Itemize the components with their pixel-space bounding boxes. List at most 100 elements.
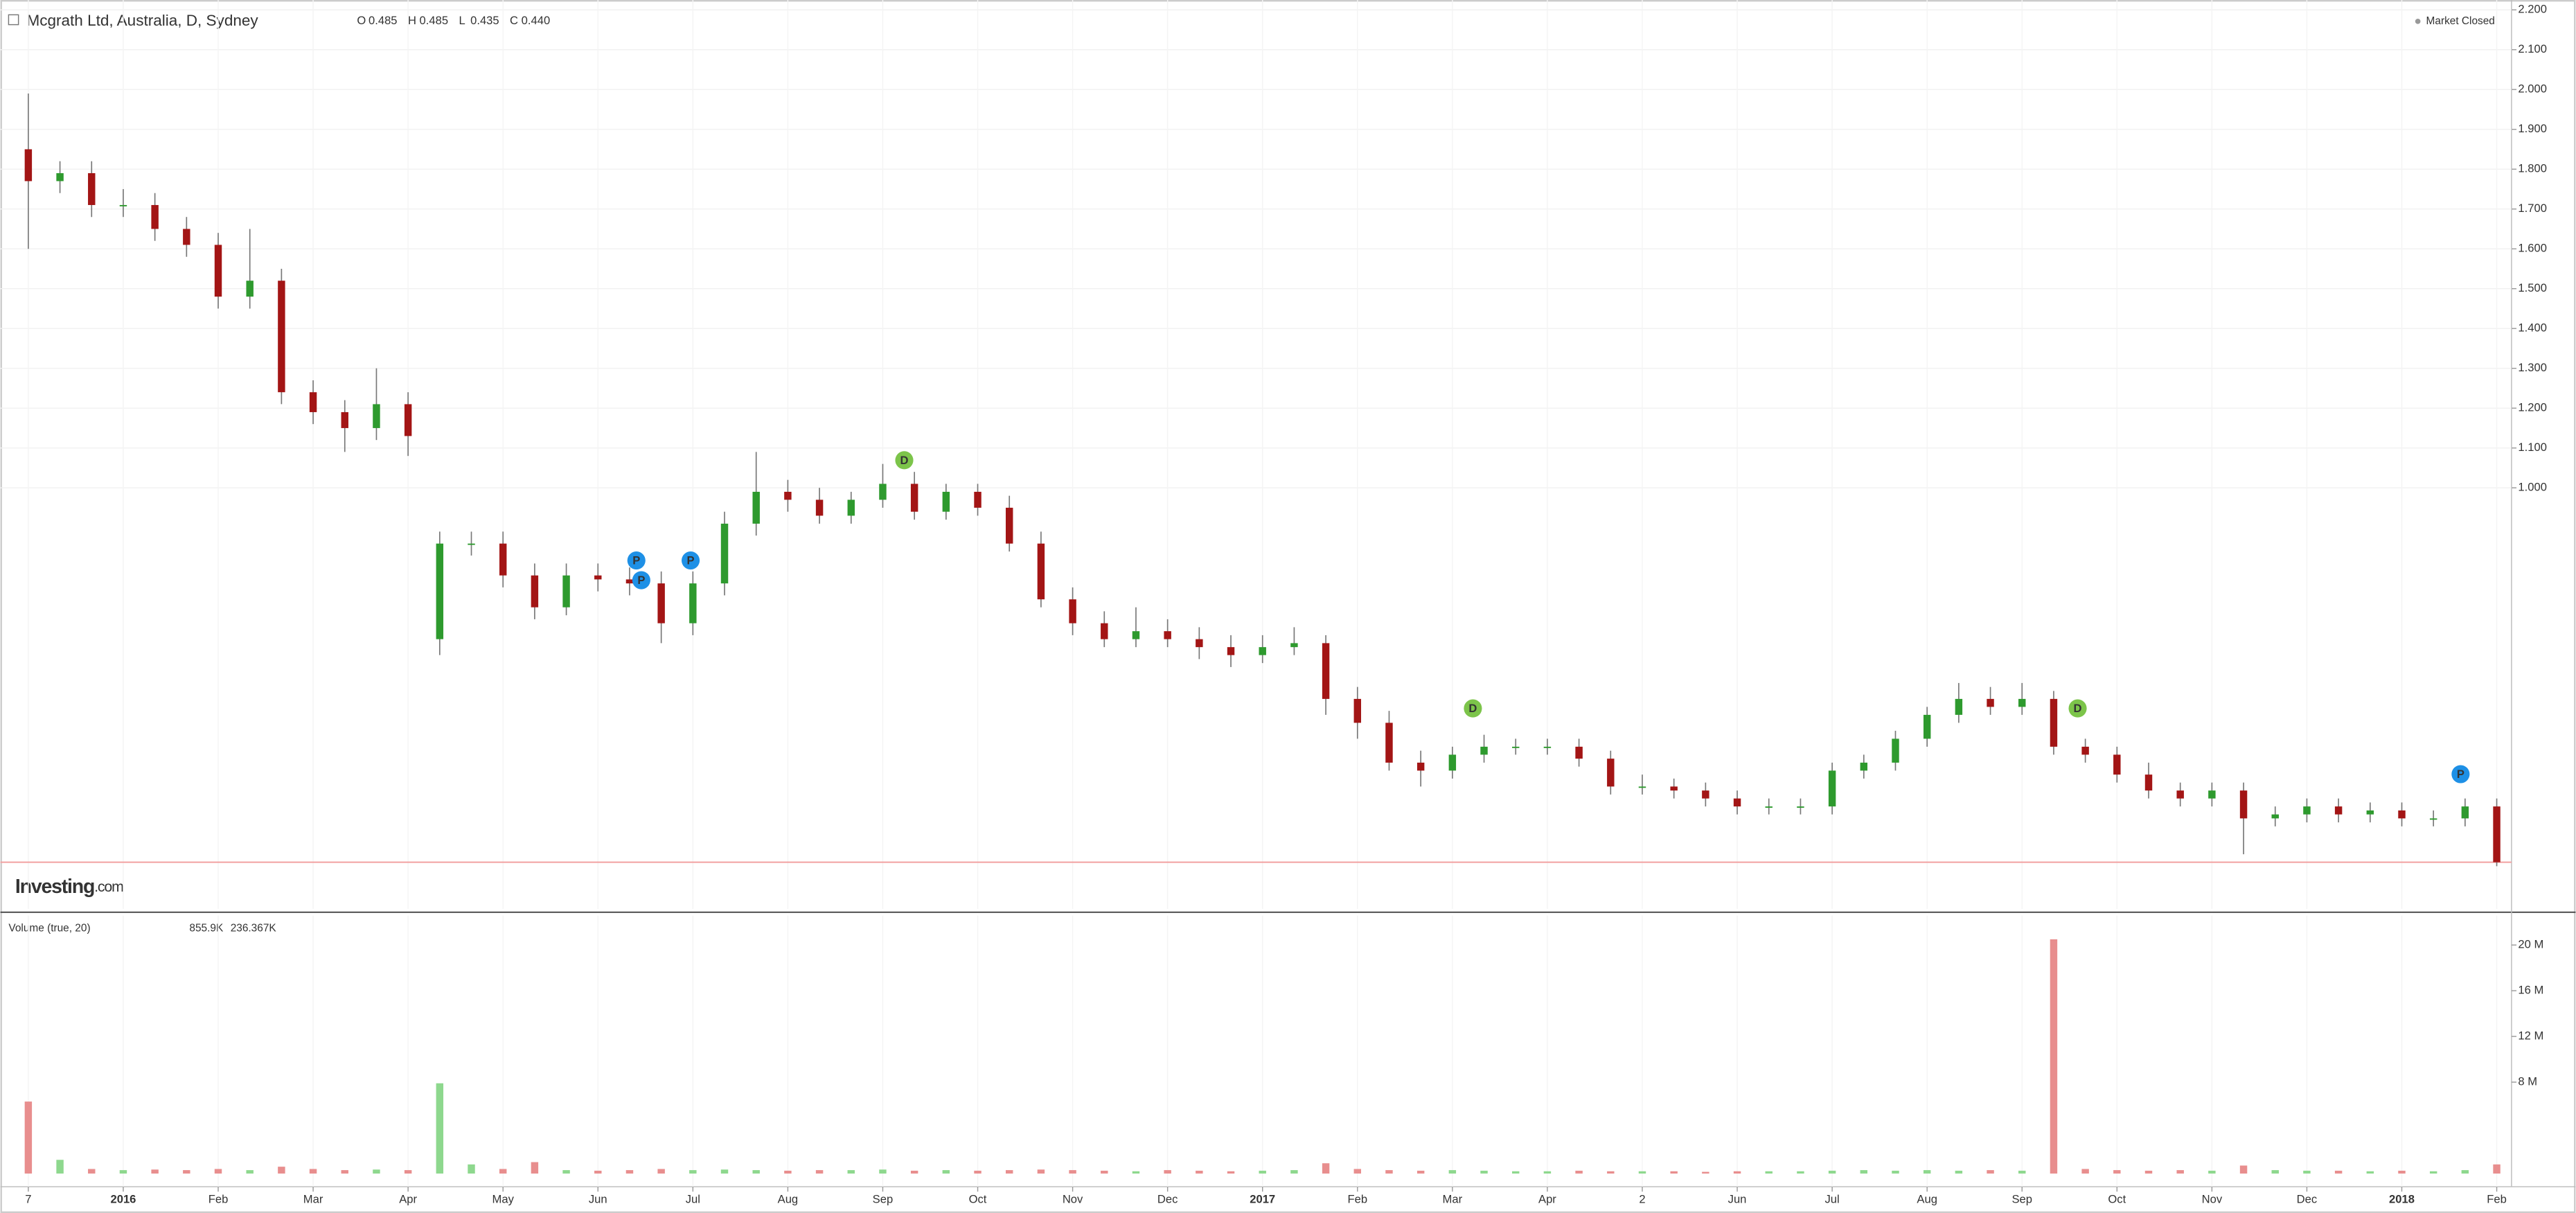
- volume-bar: [24, 1101, 33, 1174]
- x-tick-label: Nov: [2202, 1192, 2223, 1205]
- y-tick-label: 2.200: [2518, 3, 2547, 16]
- volume-bar: [1607, 1171, 1615, 1174]
- candle-body: [2366, 810, 2374, 815]
- volume-y-tick-label: 16 M: [2518, 984, 2543, 997]
- candle-body: [2239, 790, 2248, 819]
- candle-body: [88, 172, 96, 205]
- candle-body: [2113, 754, 2121, 775]
- candle-body: [214, 245, 222, 297]
- x-tick-label: Dec: [1157, 1192, 1178, 1205]
- volume-bar: [1670, 1171, 1678, 1174]
- event-marker: [895, 451, 914, 470]
- volume-bar: [1322, 1163, 1330, 1174]
- volume-bar: [2366, 1171, 2374, 1174]
- volume-bar: [1164, 1170, 1171, 1174]
- y-tick-label: 1.000: [2518, 481, 2547, 494]
- x-tick-label: Feb: [2487, 1192, 2507, 1205]
- candle-body: [2429, 818, 2437, 820]
- event-label: D: [2074, 702, 2082, 715]
- market-status: Market Closed: [2426, 15, 2495, 27]
- candle-body: [879, 484, 887, 500]
- candle-body: [2208, 790, 2216, 799]
- volume-average: 236.367K: [231, 923, 277, 935]
- candle-body: [1196, 639, 1203, 648]
- candle-body: [1860, 762, 1868, 771]
- ohlc-value: 0.435: [470, 14, 499, 27]
- volume-bar: [625, 1170, 634, 1174]
- x-tick-label: Oct: [969, 1192, 987, 1205]
- candle-body: [784, 491, 792, 500]
- event-marker: [682, 551, 700, 570]
- y-tick-label: 1.800: [2518, 162, 2547, 175]
- volume-bar: [56, 1160, 64, 1174]
- volume-bar: [562, 1170, 570, 1174]
- volume-bar: [1037, 1169, 1045, 1174]
- y-tick-label: 2.000: [2518, 82, 2547, 96]
- volume-bar: [815, 1170, 824, 1174]
- candle-body: [119, 204, 127, 206]
- candle-body: [2461, 806, 2469, 819]
- volume-bar: [657, 1169, 665, 1174]
- candle-body: [720, 523, 729, 584]
- event-marker: [627, 551, 646, 570]
- x-tick-label: 2018: [2389, 1192, 2415, 1205]
- volume-bar: [2398, 1170, 2406, 1174]
- volume-bar: [1005, 1170, 1013, 1174]
- candle-body: [942, 491, 950, 512]
- candle-body: [1322, 643, 1330, 699]
- candle-body: [1543, 746, 1552, 748]
- volume-bar: [309, 1169, 317, 1174]
- candle-body: [2334, 806, 2343, 815]
- x-tick-label: Apr: [1538, 1192, 1556, 1205]
- volume-bar: [2334, 1170, 2343, 1174]
- logo: Investing.com: [15, 876, 123, 898]
- candle-body: [1733, 798, 1741, 807]
- volume-bar: [1227, 1171, 1235, 1174]
- event-marker: [1464, 699, 1482, 718]
- candle-body: [2081, 746, 2089, 755]
- volume-bar: [1132, 1171, 1140, 1174]
- candle-body: [1702, 790, 1709, 799]
- candle-body: [404, 404, 412, 436]
- event-label: P: [687, 554, 695, 567]
- volume-bar: [119, 1170, 127, 1174]
- chart-title: Mcgrath Ltd, Australia, D, Sydney: [27, 12, 259, 29]
- collapse-button[interactable]: [8, 14, 19, 26]
- x-tick-label: Jul: [686, 1192, 700, 1205]
- volume-bar: [499, 1169, 507, 1174]
- candle-body: [752, 491, 760, 524]
- volume-bar: [784, 1170, 792, 1174]
- x-tick-label: Aug: [1917, 1192, 1937, 1205]
- volume-bar: [1638, 1171, 1646, 1174]
- ohlc-key: O: [357, 14, 366, 27]
- volume-bar: [1955, 1170, 1963, 1174]
- y-tick-label: 1.400: [2518, 321, 2547, 335]
- candle-body: [1290, 643, 1298, 648]
- volume-bar: [2303, 1170, 2311, 1174]
- candle-body: [847, 499, 855, 516]
- volume-bar: [214, 1169, 222, 1174]
- candle-body: [1069, 599, 1076, 623]
- volume-bar: [720, 1169, 729, 1174]
- y-tick-label: 1.600: [2518, 242, 2547, 255]
- candle-body: [1512, 746, 1520, 748]
- volume-bar: [847, 1170, 855, 1174]
- candle-body: [436, 543, 444, 639]
- x-tick-label: Oct: [2108, 1192, 2126, 1205]
- ohlc-key: H: [408, 14, 416, 27]
- candle-body: [2018, 698, 2026, 707]
- y-tick-label: 1.200: [2518, 401, 2547, 414]
- volume-bar: [689, 1170, 697, 1174]
- volume-bar: [151, 1169, 159, 1174]
- volume-bar: [1543, 1171, 1552, 1174]
- volume-bar: [2271, 1170, 2279, 1174]
- volume-bar: [1196, 1170, 1203, 1174]
- x-tick-label: Feb: [1347, 1192, 1367, 1205]
- event-label: P: [2457, 768, 2464, 781]
- event-marker: [2068, 699, 2087, 718]
- event-label: D: [900, 454, 908, 467]
- candle-body: [2050, 698, 2058, 747]
- x-tick-label: May: [492, 1192, 515, 1205]
- candle-body: [373, 404, 380, 428]
